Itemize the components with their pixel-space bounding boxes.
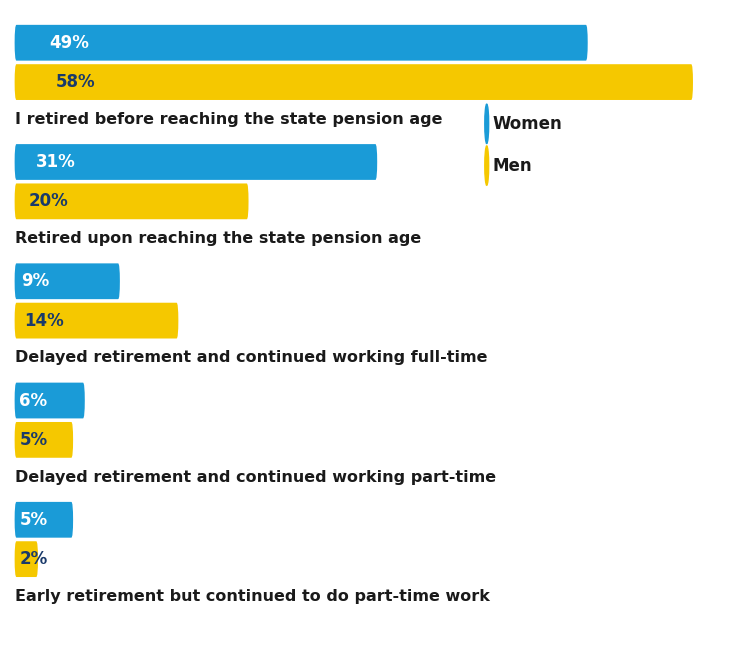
FancyBboxPatch shape [15,264,120,299]
Circle shape [485,146,488,185]
FancyBboxPatch shape [15,422,73,458]
Text: 5%: 5% [19,511,48,529]
FancyBboxPatch shape [15,144,377,180]
Text: Delayed retirement and continued working part-time: Delayed retirement and continued working… [15,470,496,484]
Text: 31%: 31% [37,153,76,171]
Text: 9%: 9% [21,272,49,290]
Text: 5%: 5% [19,431,48,449]
Text: Early retirement but continued to do part-time work: Early retirement but continued to do par… [15,589,490,604]
FancyBboxPatch shape [15,183,249,219]
Text: 6%: 6% [19,391,48,410]
FancyBboxPatch shape [15,25,588,61]
Text: Men: Men [492,156,531,174]
Text: Delayed retirement and continued working full-time: Delayed retirement and continued working… [15,350,487,366]
FancyBboxPatch shape [15,382,85,419]
Text: 20%: 20% [29,193,69,211]
Text: 58%: 58% [56,73,95,91]
FancyBboxPatch shape [15,502,73,537]
Text: 2%: 2% [19,550,48,568]
FancyBboxPatch shape [15,541,38,577]
Text: Women: Women [492,115,562,133]
Text: Retired upon reaching the state pension age: Retired upon reaching the state pension … [15,231,421,246]
Text: I retired before reaching the state pension age: I retired before reaching the state pens… [15,112,442,127]
Circle shape [485,104,488,143]
Text: 14%: 14% [24,311,64,329]
FancyBboxPatch shape [15,303,178,339]
Text: 49%: 49% [49,34,89,52]
FancyBboxPatch shape [15,64,693,100]
